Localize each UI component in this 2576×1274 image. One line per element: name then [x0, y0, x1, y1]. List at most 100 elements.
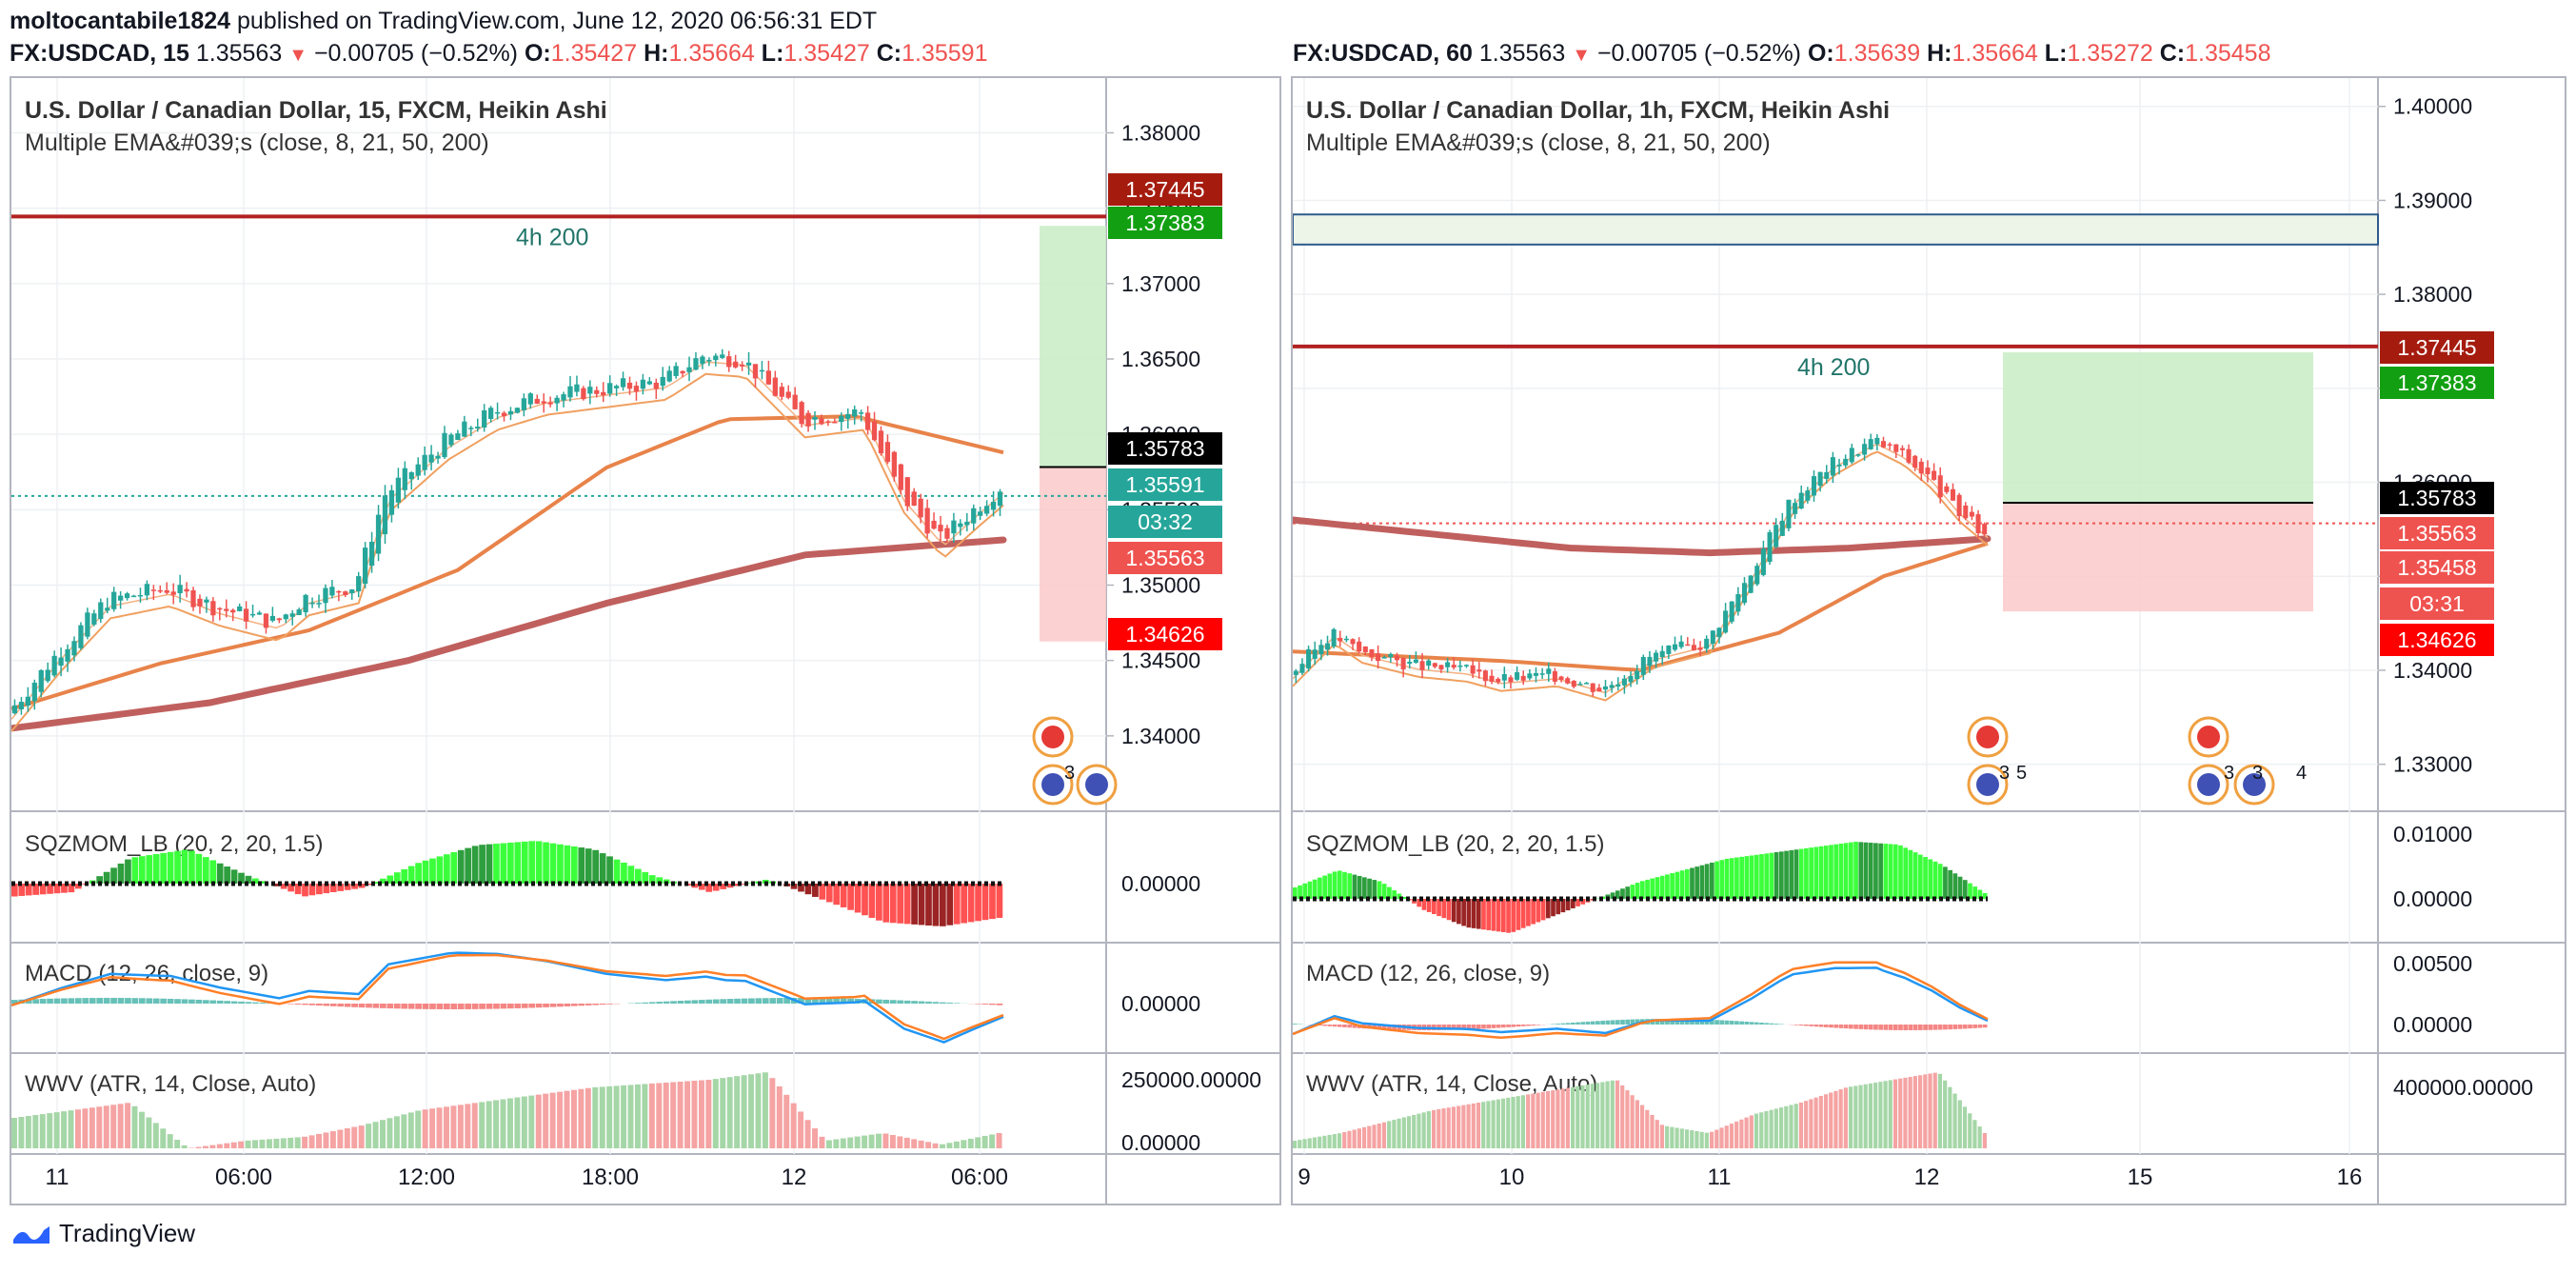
wwv-bar	[1793, 1104, 1798, 1148]
wwv-bar	[1853, 1085, 1858, 1148]
candle-body	[720, 354, 725, 358]
wwv-bar	[1937, 1073, 1943, 1148]
chart-panel-left[interactable]: 1.380001.375001.370001.365001.360001.355…	[8, 76, 1281, 1205]
candle-body	[402, 468, 407, 490]
wwv-bar	[1694, 1130, 1699, 1148]
candle-body	[1299, 664, 1305, 673]
candle-body	[1596, 687, 1602, 692]
sqz-bar	[1322, 875, 1327, 899]
candle-body	[249, 613, 256, 616]
candle-body	[388, 489, 395, 515]
wwv-bar	[401, 1114, 407, 1148]
candle-body	[541, 401, 546, 404]
author-name[interactable]: moltocantabile1824	[10, 8, 231, 34]
sqz-bar	[1977, 889, 1983, 899]
wwv-bar	[1943, 1080, 1948, 1148]
macd-histogram-bar	[1520, 1025, 1526, 1026]
tradingview-logo[interactable]: TradingView	[11, 1219, 195, 1248]
wwv-bar	[273, 1138, 280, 1148]
wwv-bar	[925, 1142, 932, 1148]
wwv-bar	[1968, 1113, 1972, 1148]
wwv-bar	[1982, 1133, 1987, 1148]
sqz-bar	[1367, 878, 1372, 899]
wwv-bar	[684, 1081, 691, 1148]
sqz-bar	[549, 843, 557, 884]
macd-histogram-bar	[755, 998, 763, 1004]
candle-body	[1615, 684, 1621, 687]
wwv-bar	[734, 1076, 741, 1148]
symbol-right[interactable]: FX:USDCAD, 60	[1293, 40, 1473, 67]
wwv-bar	[1798, 1102, 1804, 1148]
macd-histogram-bar	[1625, 1019, 1631, 1025]
chart-svg-left[interactable]: 1.380001.375001.370001.365001.360001.355…	[8, 78, 1279, 1204]
candle-body	[1748, 575, 1754, 593]
candle-body	[343, 591, 348, 595]
candle-body	[124, 593, 130, 599]
wwv-bar	[117, 1104, 124, 1148]
macd-histogram-bar	[1739, 1021, 1744, 1025]
macd-histogram-bar	[1441, 1025, 1447, 1030]
sqz-bar	[1972, 886, 1978, 899]
macd-histogram-bar	[1659, 1019, 1665, 1025]
chart-panel-right[interactable]: 1.400001.390001.380001.370001.360001.350…	[1289, 76, 2566, 1205]
wwv-bar	[656, 1083, 663, 1148]
sqz-bar	[1302, 883, 1308, 899]
macd-histogram-bar	[358, 1004, 366, 1008]
wwv-bar	[1337, 1133, 1342, 1148]
candle-body	[1312, 649, 1318, 659]
symbol-left[interactable]: FX:USDCAD, 15	[10, 40, 189, 67]
sqz-bar	[146, 855, 153, 884]
macd-histogram-bar	[224, 1001, 230, 1004]
sqz-bar	[1342, 871, 1347, 899]
macd-histogram-bar	[1948, 1025, 1952, 1030]
candle-body	[633, 386, 640, 392]
sqz-bar	[61, 884, 68, 893]
macd-histogram-bar	[1719, 1020, 1725, 1025]
sqz-bar	[1928, 859, 1933, 899]
sqz-bar	[96, 876, 104, 884]
macd-histogram-bar	[500, 1004, 507, 1009]
wwv-bar	[1441, 1108, 1446, 1148]
sqz-bar	[465, 847, 472, 884]
macd-histogram-bar	[840, 998, 847, 1004]
study-label: Multiple EMA&#039;s (close, 8, 21, 50, 2…	[1306, 129, 1771, 156]
candle-body	[1635, 670, 1640, 680]
price-badge	[2380, 587, 2494, 620]
wwv-bar	[1327, 1134, 1332, 1148]
macd-histogram-bar	[471, 1004, 479, 1009]
sqz-bar	[1481, 899, 1486, 930]
sqz-bar	[1352, 874, 1357, 899]
sqz-bar	[1868, 843, 1873, 899]
sqz-bar	[337, 884, 345, 891]
chart-svg-right[interactable]: 1.400001.390001.380001.370001.360001.350…	[1289, 78, 2565, 1204]
candle-body	[601, 391, 606, 396]
macd-histogram-bar	[833, 998, 841, 1004]
o-label-right: O:	[1807, 40, 1834, 67]
sqz-bar	[1670, 873, 1674, 899]
wwv-bar	[386, 1118, 393, 1148]
price-badge-label: 1.35783	[2397, 486, 2476, 510]
event-count: 5	[2016, 763, 2027, 784]
macd-histogram-bar	[1918, 1025, 1923, 1030]
sqz-bar	[294, 884, 302, 895]
candle-body	[395, 477, 402, 503]
sqz-bar	[308, 884, 316, 896]
wwv-bar	[741, 1075, 747, 1148]
wwv-bar	[1679, 1128, 1684, 1148]
wwv-bar	[302, 1136, 308, 1148]
candle-body	[864, 412, 871, 430]
candle-body	[1704, 638, 1710, 649]
sqz-bar	[1298, 885, 1302, 899]
candle-body	[680, 370, 685, 374]
sqz-bar	[1540, 899, 1546, 921]
wwv-bar	[648, 1083, 655, 1148]
wwv-bar	[1551, 1090, 1556, 1148]
wwv-bar	[1625, 1090, 1630, 1148]
wwv-bar	[932, 1143, 939, 1148]
macd-histogram-bar	[1892, 1025, 1898, 1030]
macd-histogram-bar	[1655, 1019, 1660, 1025]
candle-body	[507, 410, 514, 415]
sqz-bar	[415, 863, 422, 884]
macd-histogram-bar	[1923, 1025, 1928, 1030]
sqz-bar	[1948, 869, 1952, 899]
